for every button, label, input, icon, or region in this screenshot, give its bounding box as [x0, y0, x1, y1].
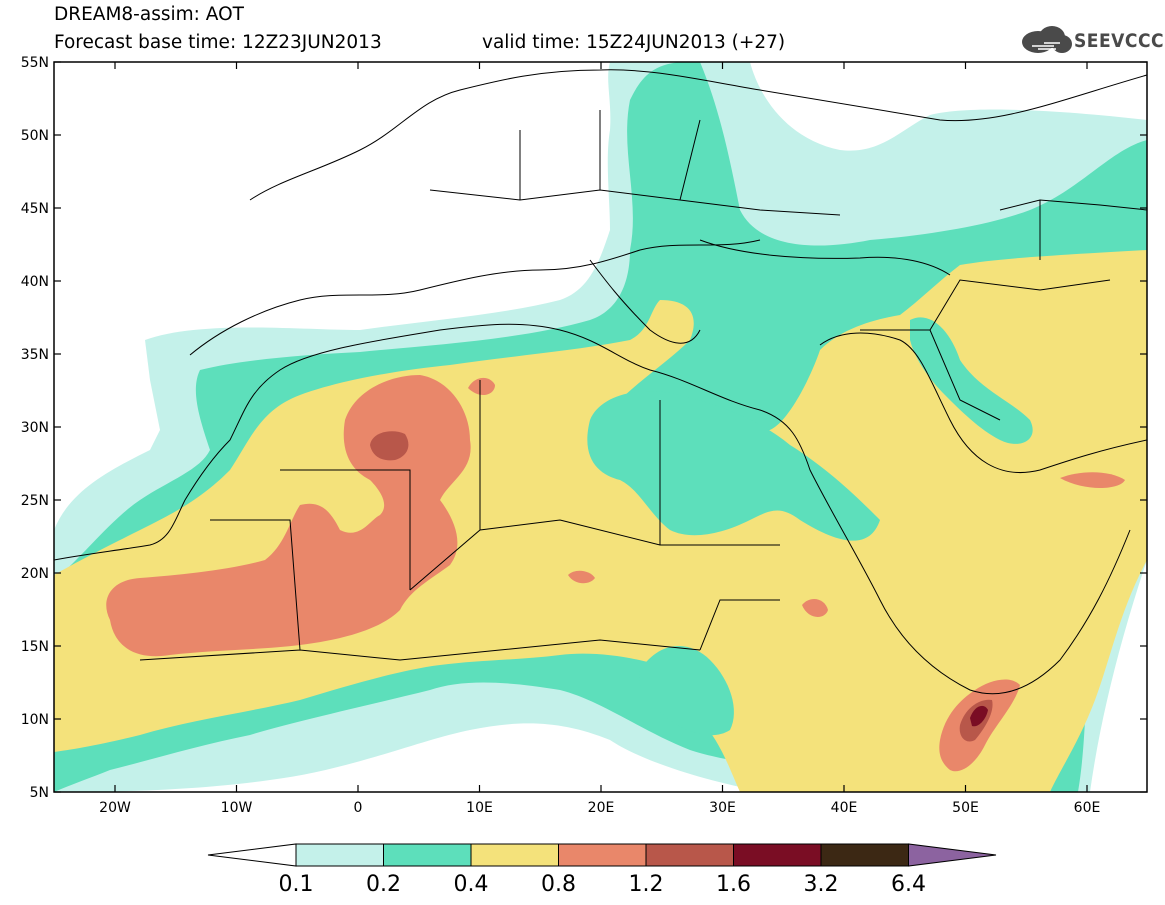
lon-label: 20E — [588, 800, 615, 816]
lat-label: 55N — [21, 55, 49, 71]
colorbar-swatch — [383, 843, 472, 867]
lon-label: 20W — [99, 800, 131, 816]
colorbar-label: 1.2 — [629, 872, 664, 897]
aot-band-0-4 — [54, 250, 1147, 792]
colorbar-label: 0.1 — [279, 872, 314, 897]
colorbar-label: 0.2 — [366, 872, 401, 897]
colorbar-swatch — [470, 843, 559, 867]
colorbar-label: 0.8 — [541, 872, 576, 897]
coastlines — [54, 69, 1147, 695]
lon-label: 10E — [466, 800, 493, 816]
latitude-axis: 55N 50N 45N 40N 35N 30N 25N 20N 15N 10N 5N — [21, 55, 1147, 801]
lat-label: 25N — [21, 493, 49, 509]
cloud-logo-icon — [1022, 26, 1072, 53]
aot-patch-sahel — [639, 646, 734, 736]
aot-patch-gulf — [910, 317, 1033, 444]
aot-band-1-6 — [970, 705, 988, 727]
aot-patch-egypt — [587, 391, 880, 541]
lat-label: 45N — [21, 201, 49, 217]
lat-label: 20N — [21, 566, 49, 582]
colorbar-label: 3.2 — [804, 872, 839, 897]
logo-text: SEEVCCC — [1074, 30, 1165, 52]
colorbar-swatch — [645, 843, 734, 867]
colorbar-swatch — [820, 843, 909, 867]
lat-label: 15N — [21, 639, 49, 655]
forecast-times: Forecast base time: 12Z23JUN2013 valid ti… — [54, 32, 785, 53]
lon-label: 10W — [221, 800, 253, 816]
lat-label: 10N — [21, 712, 49, 728]
lat-label: 40N — [21, 274, 49, 290]
aot-patch-chad — [568, 570, 595, 584]
colorbar-swatch — [733, 843, 822, 867]
colorbar-max-arrow — [908, 843, 997, 867]
lat-label: 35N — [21, 347, 49, 363]
colorbar-swatch — [558, 843, 647, 867]
lon-label: 50E — [952, 800, 979, 816]
lon-label: 0 — [354, 800, 363, 816]
valid-time: valid time: 15Z24JUN2013 (+27) — [482, 32, 786, 53]
aot-contours — [54, 62, 1147, 792]
lat-label: 50N — [21, 128, 49, 144]
aot-patch-tunisia — [468, 377, 495, 396]
colorbar-label: 0.4 — [454, 872, 489, 897]
lon-label: 40E — [831, 800, 858, 816]
colorbar: 0.1 0.2 0.4 0.8 1.2 1.6 3.2 6.4 — [207, 843, 997, 897]
aot-band-1-2 — [370, 431, 409, 461]
base-time: Forecast base time: 12Z23JUN2013 — [54, 32, 382, 53]
aot-patch-eritrea — [802, 598, 828, 617]
colorbar-swatch — [295, 843, 384, 867]
seevccc-logo: SEEVCCC — [1018, 22, 1164, 56]
lat-label: 5N — [30, 785, 49, 801]
colorbar-label: 6.4 — [891, 872, 926, 897]
lon-label: 30E — [709, 800, 736, 816]
longitude-axis: 20W 10W 0 10E 20E 30E 40E 50E 60E — [99, 62, 1100, 816]
lon-label: 60E — [1074, 800, 1101, 816]
lat-label: 30N — [21, 420, 49, 436]
colorbar-min-arrow — [207, 843, 297, 867]
aot-patch-oman — [1060, 472, 1125, 488]
map-title: DREAM8-assim: AOT — [54, 4, 244, 25]
colorbar-label: 1.6 — [716, 872, 751, 897]
